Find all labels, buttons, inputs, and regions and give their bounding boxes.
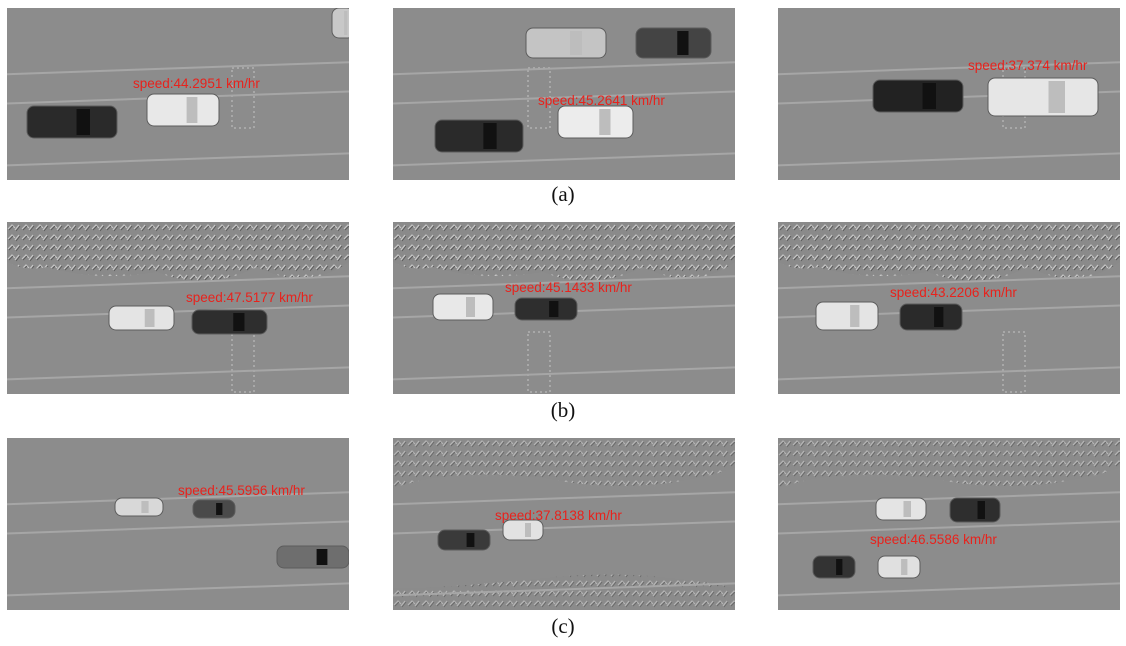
car-window <box>525 523 531 537</box>
car <box>816 302 878 330</box>
image-panel: speed:37.374 km/hr <box>778 8 1120 180</box>
car <box>438 530 490 550</box>
speed-label: speed:45.2641 km/hr <box>538 93 665 108</box>
car <box>515 298 577 320</box>
image-panel: speed:45.5956 km/hr <box>7 438 349 610</box>
car-window <box>901 559 907 575</box>
image-panel: speed:46.5586 km/hr <box>778 438 1120 610</box>
car-window <box>467 533 475 547</box>
car <box>27 106 117 138</box>
speed-label: speed:43.2206 km/hr <box>890 285 1017 300</box>
car-window <box>677 31 688 55</box>
car-window <box>216 503 222 515</box>
car <box>636 28 711 58</box>
car <box>876 498 926 520</box>
car-window <box>141 501 148 513</box>
row-caption: (a) <box>551 182 574 206</box>
car-window <box>923 83 937 109</box>
car <box>988 78 1098 116</box>
car-window <box>904 501 912 517</box>
car <box>526 28 606 58</box>
image-panel: speed:45.2641 km/hr <box>393 8 735 180</box>
car <box>873 80 963 112</box>
car <box>115 498 163 516</box>
car-window <box>317 549 328 565</box>
car <box>147 94 219 126</box>
car-window <box>570 31 582 55</box>
image-panel: speed:44.2951 km/hr <box>7 8 354 180</box>
row-caption: (b) <box>551 398 576 422</box>
car <box>503 520 543 540</box>
car-window <box>978 501 986 519</box>
car <box>558 106 633 138</box>
car <box>900 304 962 330</box>
car <box>109 306 174 330</box>
car-window <box>836 559 842 575</box>
car <box>277 546 349 568</box>
image-panel: speed:43.2206 km/hr <box>778 222 1120 394</box>
car-window <box>145 309 155 327</box>
car-window <box>344 11 347 35</box>
speed-label: speed:37.8138 km/hr <box>495 508 622 523</box>
car <box>813 556 855 578</box>
car <box>332 8 354 38</box>
figure: speed:44.2951 km/hr speed:45.2641 km/hr sp… <box>0 0 1126 646</box>
car-window <box>77 109 91 135</box>
speed-label: speed:44.2951 km/hr <box>133 76 260 91</box>
speed-label: speed:45.5956 km/hr <box>178 483 305 498</box>
car-window <box>850 305 859 327</box>
car <box>950 498 1000 522</box>
car <box>878 556 920 578</box>
image-panel: speed:47.5177 km/hr <box>7 222 349 394</box>
car <box>192 310 267 334</box>
car-window <box>187 97 198 123</box>
car <box>433 294 493 320</box>
car-window <box>233 313 244 331</box>
car-window <box>599 109 610 135</box>
image-panel: speed:37.8138 km/hr <box>393 438 735 610</box>
car-window <box>934 307 943 327</box>
car <box>193 500 235 518</box>
speed-label: speed:37.374 km/hr <box>968 58 1088 73</box>
speed-label: speed:46.5586 km/hr <box>870 532 997 547</box>
speed-label: speed:47.5177 km/hr <box>186 290 313 305</box>
car-window <box>1049 81 1066 113</box>
car-window <box>549 301 558 317</box>
car-window <box>466 297 475 317</box>
car-window <box>483 123 496 149</box>
car <box>435 120 523 152</box>
row-caption: (c) <box>551 614 574 638</box>
image-panel: speed:45.1433 km/hr <box>393 222 735 394</box>
speed-label: speed:45.1433 km/hr <box>505 280 632 295</box>
